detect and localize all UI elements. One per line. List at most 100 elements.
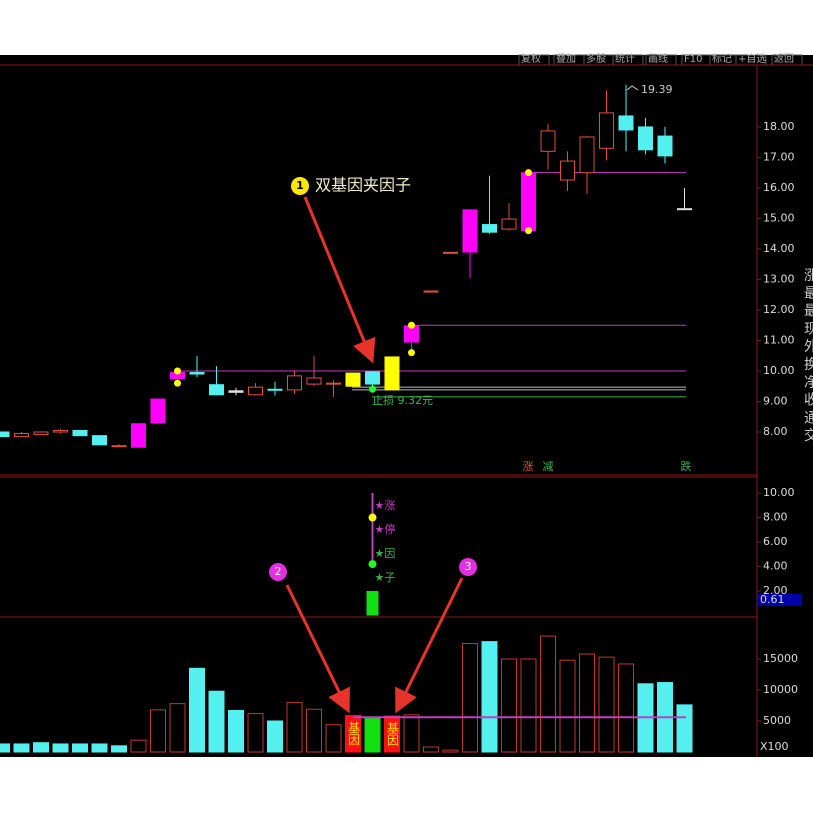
toolbar-label: 统计	[615, 52, 635, 65]
volume-bar	[462, 642, 478, 753]
volume-bar	[325, 724, 342, 753]
volume-bar	[618, 663, 634, 753]
sidebar-label: 现	[804, 321, 813, 337]
volume-bar	[228, 709, 244, 753]
volume-bar	[267, 720, 283, 753]
toolbar-label: 复权	[521, 52, 541, 65]
sidebar-label: 收	[804, 393, 813, 409]
candle-body	[462, 209, 478, 253]
candle-body	[287, 375, 302, 391]
volume-bar	[579, 653, 595, 753]
callout-number: 3	[465, 560, 472, 573]
candle-body	[267, 388, 283, 391]
chart-background	[0, 55, 813, 757]
volume-bar	[520, 658, 537, 753]
volume-bar	[169, 703, 186, 753]
candle-body	[209, 384, 224, 396]
volume-bar	[501, 658, 517, 753]
candle-body	[579, 136, 595, 174]
candle-body	[92, 435, 107, 446]
volume-bar	[540, 635, 556, 753]
volume-bar	[208, 690, 225, 753]
callout-circle	[291, 177, 309, 195]
candle-body	[0, 431, 10, 438]
candle-body	[599, 112, 614, 149]
high-label: 19.39	[641, 83, 673, 96]
value-label-box	[758, 594, 802, 606]
signal-label: 涨	[523, 460, 534, 473]
callout-number: 1	[296, 179, 304, 192]
callout-number: 2	[275, 565, 282, 578]
candle-body	[111, 445, 127, 448]
signal-dot	[368, 513, 377, 522]
toolbar-label: 多股	[586, 52, 606, 65]
volume-bar	[111, 745, 127, 753]
callout-circle	[269, 563, 287, 581]
toolbar-label: 画线	[648, 52, 668, 65]
volume-bar	[0, 743, 10, 753]
candle-body	[326, 382, 341, 385]
candle-body	[560, 160, 575, 181]
candle-body	[540, 130, 556, 152]
candle-body	[482, 224, 497, 233]
toolbar-label: 标记	[712, 53, 732, 65]
candle-body	[131, 423, 146, 448]
signal-text: ★停	[375, 522, 396, 536]
volume-bar	[130, 739, 147, 753]
signal-dot	[525, 227, 532, 235]
candle-body	[248, 386, 263, 396]
volume-bar	[150, 709, 166, 753]
signal-text: ★子	[375, 571, 396, 584]
candle-body	[33, 431, 49, 435]
candle-body	[618, 115, 634, 131]
callout-circle	[459, 558, 477, 576]
volume-bar	[481, 641, 498, 753]
arrow	[395, 577, 464, 714]
toolbar-label: 返回	[774, 53, 794, 65]
volume-bar	[364, 717, 381, 753]
signal-dot	[174, 367, 181, 375]
stop-loss-label: 止损 9.32元	[372, 393, 433, 407]
candle-body	[345, 372, 361, 387]
sidebar-label: 换	[804, 356, 813, 373]
y-tick-label: 5000	[763, 714, 791, 727]
candle-body	[384, 356, 400, 391]
volume-bar	[72, 743, 88, 753]
y-tick-label: 10.00	[763, 486, 795, 499]
signal-dot	[525, 169, 532, 177]
candle-body	[638, 126, 653, 151]
volume-bar	[442, 749, 459, 753]
signal-dot	[368, 560, 377, 569]
candle-body	[72, 429, 88, 437]
volume-bar	[598, 656, 615, 753]
toolbar-label: 叠加	[556, 53, 576, 65]
y-tick-label: 4.00	[763, 560, 788, 573]
arrow	[285, 584, 350, 714]
volume-bar	[403, 714, 420, 753]
candle-body	[189, 372, 205, 375]
volume-bar	[559, 659, 576, 753]
signal-text: ★涨	[375, 499, 396, 512]
y-tick-label: 15000	[763, 652, 798, 665]
volume-bar	[52, 743, 69, 753]
arrow	[303, 196, 376, 364]
y-tick-label: 18.00	[763, 120, 795, 133]
volume-bar	[286, 701, 303, 753]
sidebar-label: 涨	[804, 268, 813, 284]
sidebar-label: 最	[804, 304, 813, 320]
sidebar-label: 净	[804, 375, 813, 391]
bar-label: 基因	[386, 722, 400, 746]
high-pointer	[626, 85, 639, 91]
value-label: 0.61	[760, 593, 785, 606]
volume-bar	[676, 704, 693, 753]
volume-bar	[91, 743, 108, 753]
volume-bar	[13, 743, 30, 753]
y-tick-label: 12.00	[763, 303, 795, 316]
signal-dot	[174, 379, 181, 387]
candle-body	[53, 429, 68, 433]
candle-body	[521, 172, 536, 232]
volume-bar	[306, 708, 322, 753]
candle-body	[443, 251, 458, 254]
y-tick-label: 16.00	[763, 181, 795, 194]
